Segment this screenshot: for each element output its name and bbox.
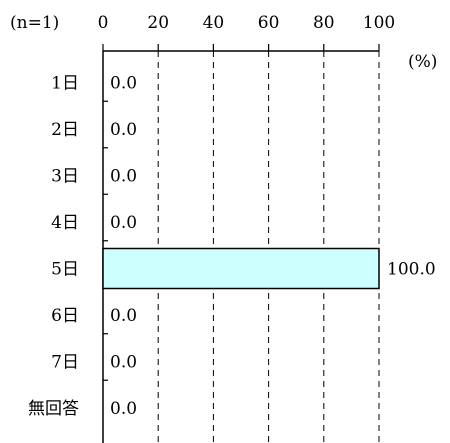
- data-label: 0.0: [110, 399, 137, 419]
- gridlines: [157, 51, 380, 443]
- labels: 0 20 40 60 80 100 1日 0.0 2日 0.0 3日 0.0 4日 0.0 5日 100.0 6…: [28, 13, 436, 419]
- category-label: 無回答: [28, 399, 79, 419]
- unit-label: (%): [408, 52, 437, 72]
- axes: [102, 44, 380, 443]
- category-label: 2日: [51, 120, 79, 140]
- sample-size-label: (n=1): [10, 13, 59, 33]
- data-label: 0.0: [110, 306, 137, 326]
- data-label: 0.0: [110, 353, 137, 373]
- bars: [102, 247, 380, 290]
- category-label: 7日: [51, 353, 79, 373]
- data-label: 0.0: [110, 74, 137, 94]
- x-tick-label: 80: [313, 13, 335, 33]
- bar: [102, 247, 380, 290]
- data-label: 0.0: [110, 167, 137, 187]
- category-label: 5日: [51, 260, 79, 280]
- x-tick-label: 60: [258, 13, 280, 33]
- x-tick-label: 0: [98, 13, 109, 33]
- data-label: 0.0: [110, 120, 137, 140]
- data-label: 100.0: [387, 260, 436, 280]
- category-label: 1日: [51, 74, 79, 94]
- x-tick-label: 40: [203, 13, 225, 33]
- category-label: 3日: [51, 167, 79, 187]
- x-tick-label: 100: [363, 13, 395, 33]
- category-label: 6日: [51, 306, 79, 326]
- data-label: 0.0: [110, 213, 137, 233]
- category-label: 4日: [51, 213, 79, 233]
- x-tick-label: 20: [147, 13, 169, 33]
